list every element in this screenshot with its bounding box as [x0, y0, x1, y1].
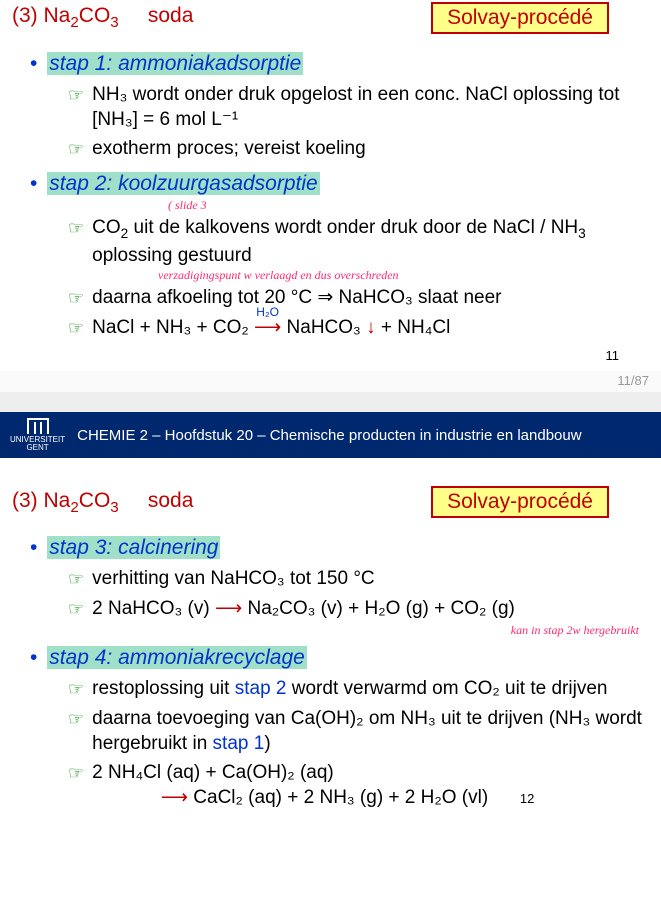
step-4-items: ☞ restoplossing uit stap 2 wordt verwarm…	[68, 676, 649, 810]
annotation-saturation: verzadigingspunt w verlaagd en dus overs…	[158, 268, 649, 283]
pointer-icon: ☞	[68, 708, 84, 732]
logo-icon	[27, 418, 49, 434]
item-text: verhitting van NaHCO₃ tot 150 °C	[92, 566, 375, 591]
annotation-reuse: kan in stap 2w hergebruikt	[68, 624, 639, 636]
item-text: daarna toevoeging van Ca(OH)₂ om NH₃ uit…	[92, 706, 649, 756]
course-header: UNIVERSITEIT GENT CHEMIE 2 – Hoofdstuk 2…	[0, 412, 661, 458]
formula-na: Na	[44, 4, 71, 27]
slide-12: (3) Na2CO3 soda Solvay-procédé • stap 3:…	[0, 458, 661, 822]
pointer-icon: ☞	[68, 317, 84, 341]
list-item: ☞ daarna toevoeging van Ca(OH)₂ om NH₃ u…	[68, 706, 649, 756]
list-item: ☞ exotherm proces; vereist koeling	[68, 136, 649, 162]
compound-title: (3) Na2CO3 soda	[12, 4, 193, 31]
step-2-link: stap 2	[235, 678, 287, 699]
arrow-label: H₂O	[254, 305, 281, 321]
pointer-icon: ☞	[68, 678, 84, 702]
item-text: restoplossing uit stap 2 wordt verwarmd …	[92, 676, 607, 701]
list-item: ☞ 2 NH₄Cl (aq) + Ca(OH)₂ (aq) ⟶ CaCl₂ (a…	[68, 760, 649, 810]
pointer-icon: ☞	[68, 84, 84, 108]
step-3-items: ☞ verhitting van NaHCO₃ tot 150 °C ☞ 2 N…	[68, 566, 649, 636]
list-item: ☞ restoplossing uit stap 2 wordt verwarm…	[68, 676, 649, 702]
formula-sub-2: 2	[70, 15, 78, 32]
item-text: NH₃ wordt onder druk opgelost in een con…	[92, 82, 649, 132]
pointer-icon: ☞	[68, 598, 84, 622]
list-item: ☞ NH₃ wordt onder druk opgelost in een c…	[68, 82, 649, 132]
compound-name: soda	[148, 4, 194, 27]
page-counter: 11/87	[0, 371, 661, 392]
university-logo: UNIVERSITEIT GENT	[10, 418, 65, 452]
title-number: (3)	[12, 4, 38, 27]
step-1-link: stap 1	[213, 733, 265, 754]
pointer-icon: ☞	[68, 568, 84, 592]
formula-sub-3: 3	[110, 15, 118, 32]
bullet-icon: •	[30, 52, 37, 75]
list-item: ☞ NaCl + NH₃ + CO₂ H₂O ⟶ NaHCO₃ ↓ + NH₄C…	[68, 315, 649, 341]
annotation-slide3: ( slide 3	[168, 198, 649, 213]
page-number-inline: 12	[520, 791, 534, 806]
compound-name: soda	[148, 489, 194, 512]
process-badge: Solvay-procédé	[431, 486, 609, 518]
reaction-equation: 2 NH₄Cl (aq) + Ca(OH)₂ (aq) ⟶ CaCl₂ (aq)…	[92, 760, 534, 810]
list-item: ☞ 2 NaHCO₃ (v) ⟶ Na₂CO₃ (v) + H₂O (g) + …	[68, 596, 649, 622]
bullet-icon: •	[30, 536, 37, 559]
title-row: (3) Na2CO3 soda Solvay-procédé	[12, 486, 649, 518]
course-title: CHEMIE 2 – Hoofdstuk 20 – Chemische prod…	[77, 427, 581, 444]
item-text: daarna afkoeling tot 20 °C ⇒ NaHCO₃ slaa…	[92, 285, 501, 310]
item-text: CO2 uit de kalkovens wordt onder druk do…	[92, 215, 649, 268]
page-number: 11	[12, 348, 649, 363]
formula-na: Na	[44, 489, 71, 512]
title-row: (3) Na2CO3 soda Solvay-procédé	[12, 2, 649, 34]
pointer-icon: ☞	[68, 217, 84, 241]
step-1-label: stap 1: ammoniakadsorptie	[47, 52, 303, 75]
pointer-icon: ☞	[68, 138, 84, 162]
logo-text-2: GENT	[26, 444, 48, 452]
reaction-equation: NaCl + NH₃ + CO₂ H₂O ⟶ NaHCO₃ ↓ + NH₄Cl	[92, 315, 450, 340]
process-badge: Solvay-procédé	[431, 2, 609, 34]
title-number: (3)	[12, 489, 38, 512]
step-3-heading: • stap 3: calcinering	[30, 536, 649, 560]
reaction-arrow: H₂O ⟶	[254, 315, 281, 340]
step-4-heading: • stap 4: ammoniakrecyclage	[30, 646, 649, 670]
step-2-heading: • stap 2: koolzuurgasadsorptie	[30, 172, 649, 196]
step-3-label: stap 3: calcinering	[47, 536, 220, 559]
step-2-items: ( slide 3 ☞ CO2 uit de kalkovens wordt o…	[68, 198, 649, 340]
bullet-icon: •	[30, 646, 37, 669]
item-text: exotherm proces; vereist koeling	[92, 136, 366, 161]
list-item: ☞ CO2 uit de kalkovens wordt onder druk …	[68, 215, 649, 268]
slide-divider	[0, 392, 661, 412]
reaction-equation: 2 NaHCO₃ (v) ⟶ Na₂CO₃ (v) + H₂O (g) + CO…	[92, 596, 515, 621]
step-2-label: stap 2: koolzuurgasadsorptie	[47, 172, 320, 195]
step-1-items: ☞ NH₃ wordt onder druk opgelost in een c…	[68, 82, 649, 162]
step-4-label: stap 4: ammoniakrecyclage	[47, 646, 307, 669]
list-item: ☞ verhitting van NaHCO₃ tot 150 °C	[68, 566, 649, 592]
pointer-icon: ☞	[68, 762, 84, 786]
formula-co: CO	[79, 4, 111, 27]
list-item: ☞ daarna afkoeling tot 20 °C ⇒ NaHCO₃ sl…	[68, 285, 649, 311]
compound-title: (3) Na2CO3 soda	[12, 489, 193, 516]
step-1-heading: • stap 1: ammoniakadsorptie	[30, 52, 649, 76]
slide-11: (3) Na2CO3 soda Solvay-procédé • stap 1:…	[0, 0, 661, 371]
bullet-icon: •	[30, 172, 37, 195]
pointer-icon: ☞	[68, 287, 84, 311]
